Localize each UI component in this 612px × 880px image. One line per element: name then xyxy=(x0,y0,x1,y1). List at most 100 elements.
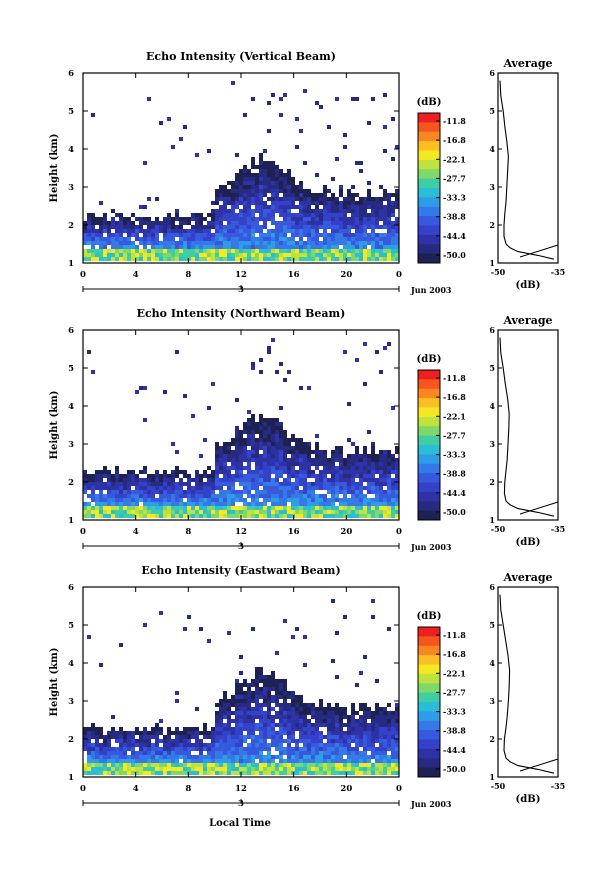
y-axis-label: Height (km) xyxy=(49,648,60,717)
x-tick-label: 16 xyxy=(288,784,300,794)
date-tick-label: 3 xyxy=(238,542,244,552)
profile-y-tick-label: 4 xyxy=(489,658,495,668)
x-tick-label: 4 xyxy=(133,527,139,537)
x-tick-label: 12 xyxy=(235,527,247,537)
y-tick-label: 3 xyxy=(68,697,74,707)
y-tick-label: 1 xyxy=(68,773,74,783)
colorbar-tick-label: -44.4 xyxy=(443,745,466,755)
profile-x-tick-label: -35 xyxy=(551,267,565,277)
y-tick-label: 6 xyxy=(68,583,74,593)
x-tick-label: 4 xyxy=(133,784,139,794)
colorbar-tick-label: -11.8 xyxy=(443,630,466,640)
colorbar-tick-label: -33.3 xyxy=(443,193,466,203)
profile-title: Average xyxy=(502,571,552,584)
profile-x-label: (dB) xyxy=(516,537,541,548)
x-tick-label: 20 xyxy=(340,784,352,794)
echo-heatmap xyxy=(83,338,399,518)
average-profile xyxy=(497,586,559,778)
y-tick-label: 2 xyxy=(68,735,74,745)
colorbar-tick-label: -22.1 xyxy=(443,411,466,421)
profile-y-tick-label: 5 xyxy=(489,363,495,373)
profile-y-tick-label: 6 xyxy=(489,582,495,592)
local-time-label: Local Time xyxy=(209,818,271,829)
y-axis-label: Height (km) xyxy=(49,391,60,460)
profile-y-tick-label: 6 xyxy=(489,68,495,78)
profile-y-tick-label: 4 xyxy=(489,144,495,154)
x-tick-label: 0 xyxy=(80,270,86,280)
x-tick-label: 16 xyxy=(288,527,300,537)
echo-heatmap xyxy=(83,81,399,261)
profile-x-tick-label: -50 xyxy=(491,781,506,791)
colorbar-tick-label: -33.3 xyxy=(443,707,466,717)
x-tick-label: 8 xyxy=(185,270,191,280)
profile-y-tick-label: 4 xyxy=(489,401,495,411)
y-tick-label: 6 xyxy=(68,326,74,336)
colorbar-tick-label: -38.8 xyxy=(443,212,466,222)
profile-x-tick-label: -35 xyxy=(551,781,565,791)
y-axis-label: Height (km) xyxy=(49,134,60,203)
colorbar-tick-label: -50.0 xyxy=(443,250,466,260)
x-tick-label: 12 xyxy=(235,784,247,794)
colorbar xyxy=(417,626,441,778)
y-tick-label: 5 xyxy=(68,621,74,631)
profile-y-tick-label: 5 xyxy=(489,620,495,630)
y-tick-label: 3 xyxy=(68,440,74,450)
x-tick-label: 0 xyxy=(396,270,402,280)
x-tick-label: 4 xyxy=(133,270,139,280)
profile-y-tick-label: 2 xyxy=(489,220,495,230)
date-label: Jun 2003 xyxy=(410,285,452,295)
x-tick-label: 0 xyxy=(396,784,402,794)
date-label: Jun 2003 xyxy=(410,799,452,809)
profile-y-tick-label: 5 xyxy=(489,106,495,116)
colorbar-tick-label: -27.7 xyxy=(443,687,466,697)
colorbar-tick-label: -38.8 xyxy=(443,469,466,479)
y-tick-label: 2 xyxy=(68,221,74,231)
x-tick-label: 0 xyxy=(396,527,402,537)
profile-y-tick-label: 3 xyxy=(489,696,495,706)
y-tick-label: 2 xyxy=(68,478,74,488)
profile-y-tick-label: 1 xyxy=(489,258,495,268)
colorbar-tick-label: -16.8 xyxy=(443,649,466,659)
profile-x-tick-label: -50 xyxy=(491,524,506,534)
date-label: Jun 2003 xyxy=(410,542,452,552)
panel-title: Echo Intensity (Eastward Beam) xyxy=(141,564,340,577)
panel-title: Echo Intensity (Northward Beam) xyxy=(137,307,346,320)
colorbar-tick-label: -22.1 xyxy=(443,154,466,164)
colorbar-tick-label: -27.7 xyxy=(443,173,466,183)
colorbar-tick-label: -16.8 xyxy=(443,135,466,145)
profile-line xyxy=(499,594,555,774)
profile-y-tick-label: 1 xyxy=(489,772,495,782)
y-tick-label: 1 xyxy=(68,516,74,526)
x-tick-label: 8 xyxy=(185,784,191,794)
y-tick-label: 6 xyxy=(68,69,74,79)
colorbar-tick-label: -16.8 xyxy=(443,392,466,402)
colorbar-unit: (dB) xyxy=(417,354,442,365)
y-tick-label: 5 xyxy=(68,107,74,117)
y-tick-label: 4 xyxy=(68,402,74,412)
colorbar-tick-label: -44.4 xyxy=(443,488,466,498)
colorbar-tick-label: -33.3 xyxy=(443,450,466,460)
colorbar-tick-label: -44.4 xyxy=(443,231,466,241)
echo-heatmap xyxy=(83,599,399,775)
profile-x-tick-label: -50 xyxy=(491,267,506,277)
x-tick-label: 16 xyxy=(288,270,300,280)
profile-x-label: (dB) xyxy=(516,794,541,805)
colorbar-tick-label: -22.1 xyxy=(443,668,466,678)
profile-y-tick-label: 3 xyxy=(489,439,495,449)
panel-title: Echo Intensity (Vertical Beam) xyxy=(146,50,336,63)
profile-x-tick-label: -35 xyxy=(551,524,565,534)
x-tick-label: 8 xyxy=(185,527,191,537)
colorbar-tick-label: -38.8 xyxy=(443,726,466,736)
average-profile xyxy=(497,329,559,521)
x-tick-label: 12 xyxy=(235,270,247,280)
profile-line xyxy=(499,337,555,517)
colorbar-unit: (dB) xyxy=(417,611,442,622)
colorbar-tick-label: -11.8 xyxy=(443,116,466,126)
profile-y-tick-label: 3 xyxy=(489,182,495,192)
date-tick-label: 3 xyxy=(238,285,244,295)
profile-y-tick-label: 2 xyxy=(489,477,495,487)
